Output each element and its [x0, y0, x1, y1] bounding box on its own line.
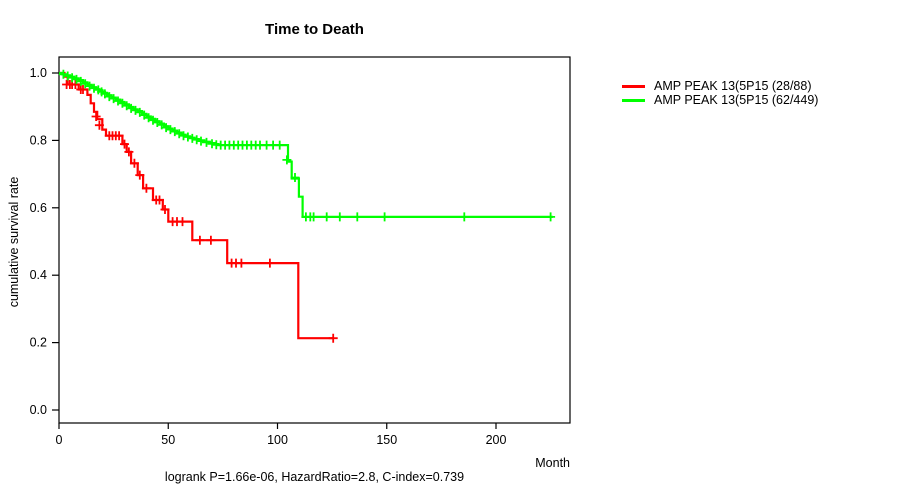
x-axis-tick-label: 0 [56, 433, 63, 447]
y-axis-tick-label: 0.4 [30, 268, 47, 282]
plot-frame [58, 56, 571, 424]
y-axis-tick-label: 0.8 [30, 133, 47, 147]
legend-item-red: AMP PEAK 13(5P15 (28/88) [622, 79, 818, 93]
legend-label: AMP PEAK 13(5P15 (28/88) [654, 79, 812, 93]
x-axis-tick-label: 200 [486, 433, 507, 447]
x-axis-tick-label: 100 [267, 433, 288, 447]
chart-title: Time to Death [265, 21, 364, 38]
y-axis-tick-label: 0.6 [30, 201, 47, 215]
legend-item-green: AMP PEAK 13(5P15 (62/449) [622, 93, 818, 107]
censor-marks-green [58, 69, 556, 222]
x-axis-title: Month [535, 456, 570, 470]
logrank-annotation: logrank P=1.66e-06, HazardRatio=2.8, C-i… [164, 470, 465, 484]
y-axis-tick-label: 1.0 [30, 66, 47, 80]
y-axis-title: cumulative survival rate [7, 176, 21, 308]
y-axis-tick-label: 0.2 [30, 336, 47, 350]
x-axis-tick-label: 50 [161, 433, 175, 447]
legend: AMP PEAK 13(5P15 (28/88) AMP PEAK 13(5P1… [622, 79, 818, 107]
y-axis-tick-label: 0.0 [30, 403, 47, 417]
censor-marks-red [62, 80, 338, 343]
green-line-swatch [622, 98, 645, 102]
legend-label: AMP PEAK 13(5P15 (62/449) [654, 93, 819, 107]
km-curve-red [59, 71, 334, 340]
x-axis-tick-label: 150 [376, 433, 397, 447]
red-line-swatch [622, 84, 645, 88]
km-curve-green [59, 71, 553, 218]
